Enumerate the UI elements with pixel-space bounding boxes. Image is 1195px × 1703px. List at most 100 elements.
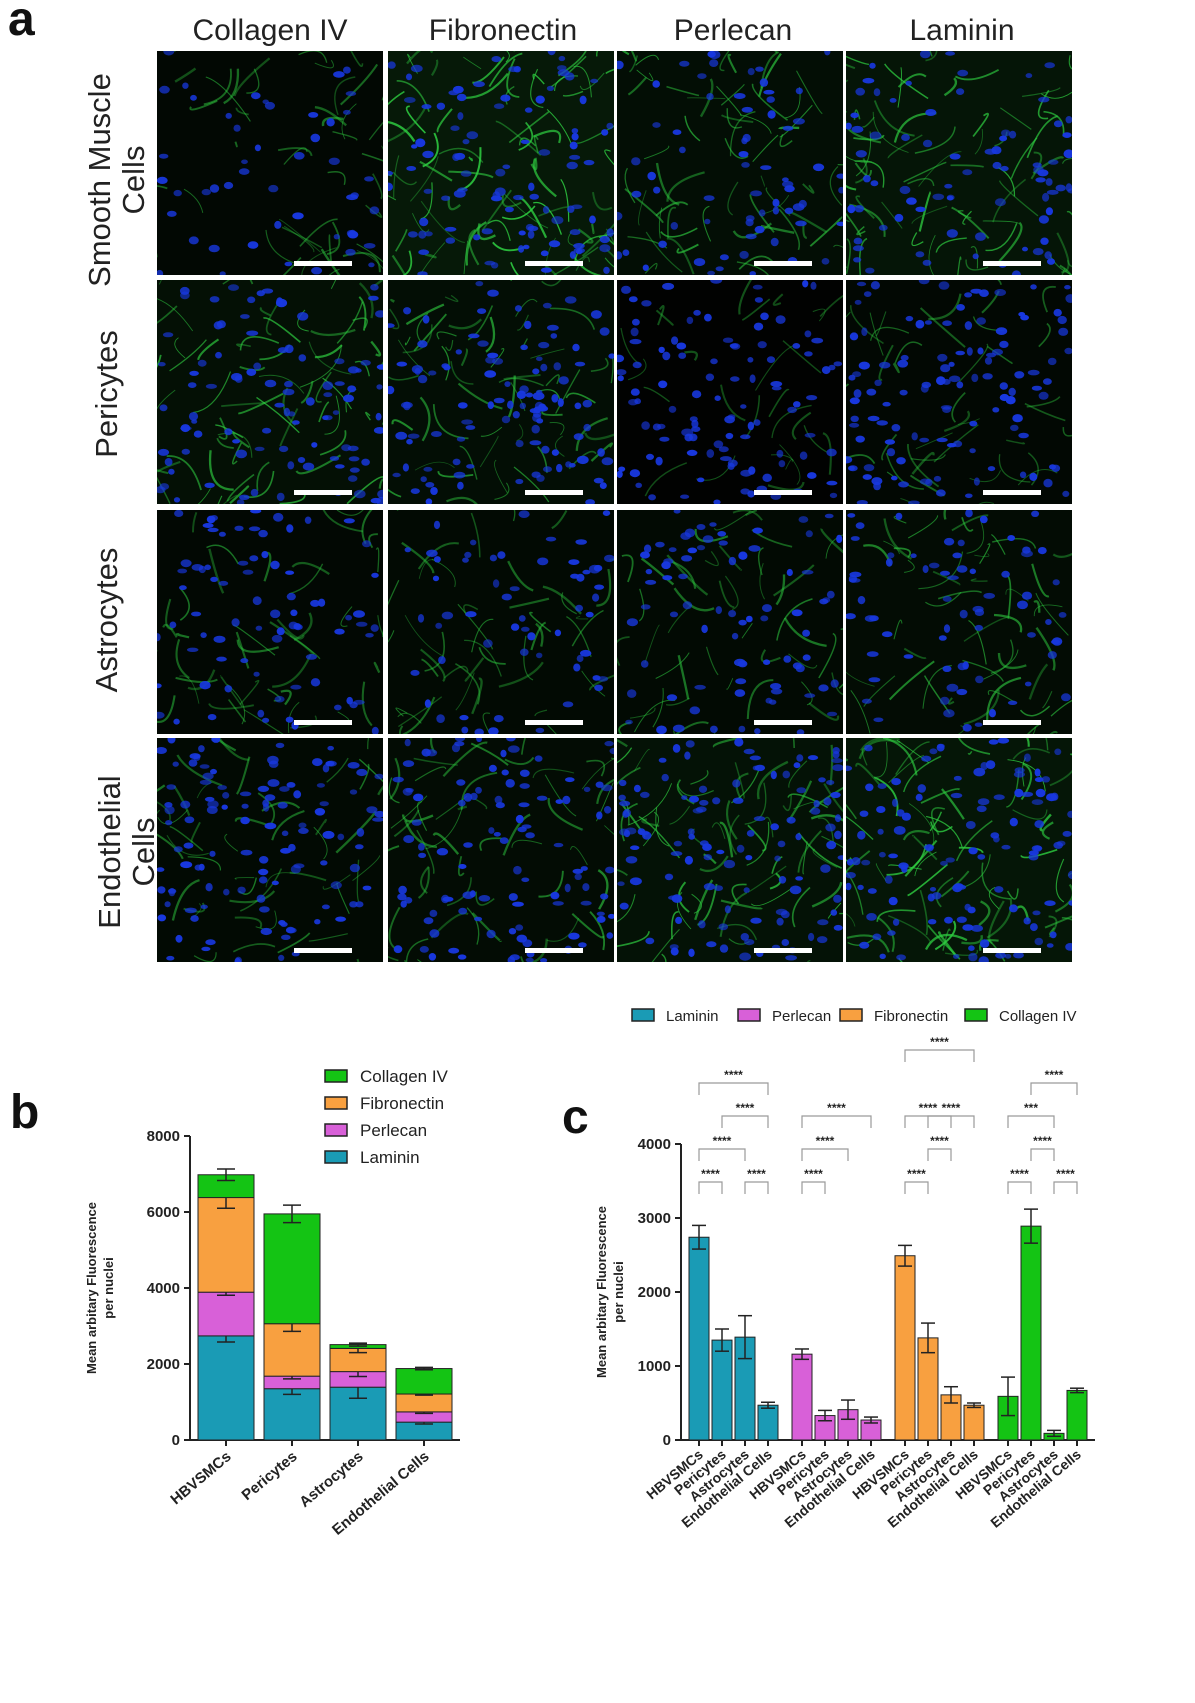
- stain-fibre: [624, 167, 636, 204]
- nucleus: [791, 609, 803, 617]
- nucleus: [310, 133, 321, 143]
- nucleus: [678, 352, 687, 359]
- nucleus: [460, 170, 472, 177]
- significance-bracket: [801, 1115, 872, 1128]
- nucleus: [1028, 853, 1039, 861]
- nucleus: [277, 802, 288, 809]
- micrograph-tile: [157, 51, 383, 275]
- nucleus: [257, 785, 270, 792]
- nucleus: [647, 171, 656, 181]
- stain-fibre: [724, 575, 739, 611]
- nucleus: [1025, 73, 1033, 79]
- nucleus: [553, 362, 562, 371]
- stain-fibre: [752, 134, 779, 163]
- nucleus: [180, 559, 192, 568]
- stain-fibre: [330, 280, 337, 290]
- nucleus: [670, 222, 678, 230]
- nucleus: [940, 570, 950, 576]
- nucleus: [965, 493, 973, 499]
- nucleus: [865, 267, 875, 274]
- y-tick-label: 6000: [147, 1204, 180, 1221]
- nucleus: [426, 749, 438, 757]
- stain-fibre: [488, 52, 523, 88]
- nucleus: [1044, 62, 1055, 69]
- nucleus: [499, 837, 509, 844]
- nucleus: [770, 770, 777, 780]
- nucleus: [704, 313, 712, 322]
- stain-fibre: [876, 741, 888, 778]
- nucleus: [1044, 900, 1056, 906]
- stain-fibre: [882, 738, 918, 776]
- nucleus: [536, 356, 543, 362]
- bar: [711, 1339, 733, 1441]
- stain-fibre: [234, 141, 238, 148]
- nucleus: [680, 494, 690, 499]
- nucleus: [745, 615, 753, 623]
- nucleus: [284, 261, 293, 267]
- stain-fibre: [850, 305, 884, 345]
- nucleus: [853, 257, 862, 263]
- nucleus: [239, 791, 252, 797]
- nucleus: [686, 449, 698, 456]
- stain-fibre: [1024, 402, 1066, 422]
- stain-fibre: [912, 834, 938, 861]
- stain-fibre: [727, 181, 739, 216]
- nucleus: [445, 237, 456, 244]
- nucleus: [793, 401, 801, 408]
- stain-fibre: [336, 510, 364, 516]
- nucleus: [685, 740, 695, 748]
- nucleus: [686, 316, 694, 325]
- nucleus: [795, 220, 807, 227]
- nucleus: [442, 896, 454, 902]
- nucleus: [285, 570, 295, 575]
- nucleus: [330, 881, 342, 890]
- micrograph-image: [388, 510, 614, 734]
- nucleus: [786, 816, 796, 824]
- nucleus: [738, 551, 748, 560]
- bar-segment: [197, 1335, 255, 1441]
- scale-bar: [754, 948, 812, 953]
- nucleus: [862, 474, 872, 480]
- nucleus: [424, 699, 431, 708]
- nucleus: [347, 385, 357, 393]
- nucleus: [617, 369, 627, 376]
- nucleus: [869, 615, 879, 622]
- stain-fibre: [283, 147, 308, 165]
- nucleus: [901, 812, 911, 821]
- nucleus: [346, 194, 358, 201]
- stain-fibre: [1067, 260, 1072, 268]
- nucleus: [286, 524, 294, 533]
- nucleus: [740, 434, 751, 440]
- nucleus: [213, 635, 226, 643]
- nucleus: [824, 513, 834, 519]
- nucleus: [596, 915, 606, 923]
- nucleus: [305, 397, 315, 406]
- nucleus: [631, 157, 641, 166]
- nucleus: [993, 835, 1000, 843]
- stain-fibre: [579, 72, 605, 90]
- nucleus: [655, 456, 663, 466]
- nucleus: [576, 654, 584, 663]
- significance-bracket: [721, 1115, 769, 1128]
- nucleus: [429, 909, 438, 917]
- nucleus: [589, 215, 596, 224]
- stain-fibre: [459, 445, 478, 480]
- nucleus: [1055, 184, 1066, 192]
- nucleus: [466, 464, 475, 469]
- nucleus: [157, 711, 165, 719]
- bar: [1020, 1225, 1042, 1441]
- nucleus: [618, 466, 626, 472]
- nucleus: [365, 633, 374, 638]
- nucleus: [292, 420, 300, 425]
- stain-fibre: [404, 614, 445, 658]
- nucleus: [488, 827, 495, 834]
- nucleus: [454, 152, 466, 160]
- stain-fibre: [947, 697, 955, 705]
- nucleus: [915, 206, 926, 212]
- nucleus: [525, 957, 534, 962]
- nucleus: [905, 315, 914, 322]
- row-title-astrocytes: Astrocytes: [89, 510, 126, 730]
- nucleus: [640, 660, 649, 668]
- stain-fibre: [986, 897, 1013, 939]
- nucleus: [333, 71, 345, 78]
